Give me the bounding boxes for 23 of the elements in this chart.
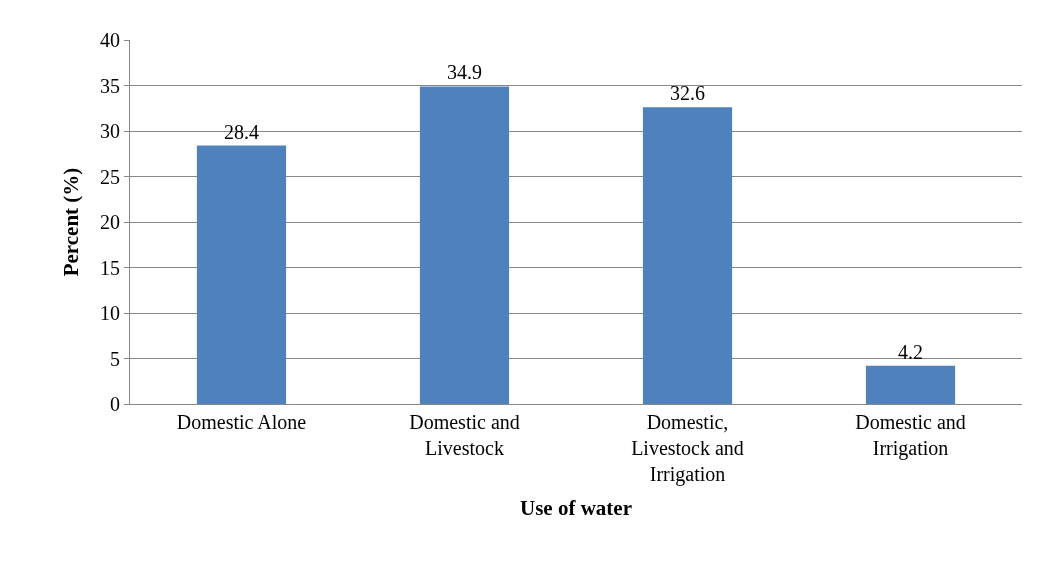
y-tick-label: 20 — [100, 211, 120, 233]
x-tick-label: Domestic and Irrigation — [855, 411, 966, 460]
y-axis-title: Percent (%) — [59, 167, 84, 277]
data-label: 28.4 — [224, 120, 259, 143]
y-tick-label: 0 — [110, 393, 120, 415]
y-tick-label: 30 — [100, 120, 120, 142]
bar — [419, 86, 510, 404]
bar — [865, 365, 956, 404]
y-tick-label: 40 — [100, 29, 120, 51]
y-tick-label: 15 — [100, 256, 120, 279]
x-tick-label: Domestic Alone — [176, 411, 307, 433]
y-tick-label: 35 — [100, 74, 120, 97]
y-tick-label: 5 — [110, 347, 120, 370]
bar — [642, 107, 733, 404]
x-tick-label: Domestic and Livestock — [409, 411, 520, 459]
y-tick-label: 10 — [100, 302, 120, 324]
data-label: 4.2 — [898, 340, 923, 363]
data-label: 34.9 — [447, 61, 482, 84]
y-tick-label: 25 — [100, 165, 120, 188]
data-label: 32.6 — [670, 82, 705, 105]
x-tick-label: Domestic, Livestock and Irrigation — [631, 411, 744, 486]
bar — [196, 145, 287, 404]
x-axis-title: Use of water — [520, 496, 632, 521]
